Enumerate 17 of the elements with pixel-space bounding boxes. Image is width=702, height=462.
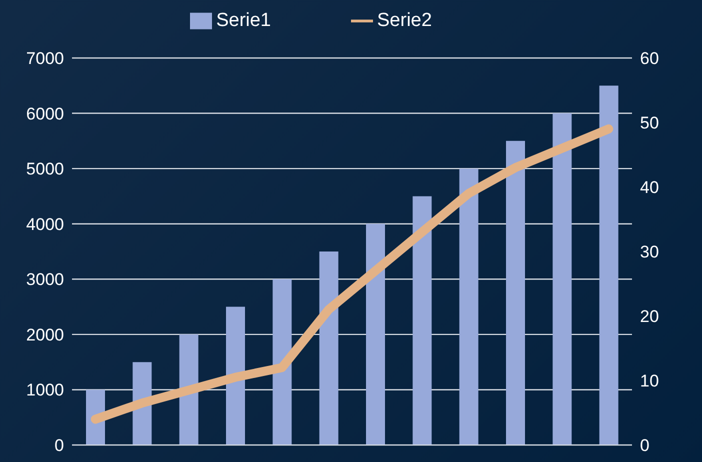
y2-tick-label: 0 <box>640 436 650 456</box>
y-tick-label: 4000 <box>26 214 64 234</box>
legend-label: Serie2 <box>377 10 432 32</box>
y-tick-label: 7000 <box>26 49 64 68</box>
y2-tick-label: 20 <box>640 307 659 326</box>
y-tick-label: 3000 <box>26 270 64 290</box>
y2-tick-label: 10 <box>640 372 659 391</box>
y2-tick-label: 60 <box>640 49 659 68</box>
y-tick-label: 1000 <box>26 380 64 400</box>
y-tick-label: 6000 <box>26 104 64 124</box>
y2-tick-label: 30 <box>640 242 659 262</box>
y-tick-label: 2000 <box>26 325 64 344</box>
legend-label: Serie1 <box>216 10 271 32</box>
y-tick-label: 5000 <box>26 160 64 179</box>
y-tick-label: 0 <box>54 436 64 456</box>
y2-tick-label: 50 <box>640 114 659 133</box>
y2-tick-label: 40 <box>640 178 659 198</box>
